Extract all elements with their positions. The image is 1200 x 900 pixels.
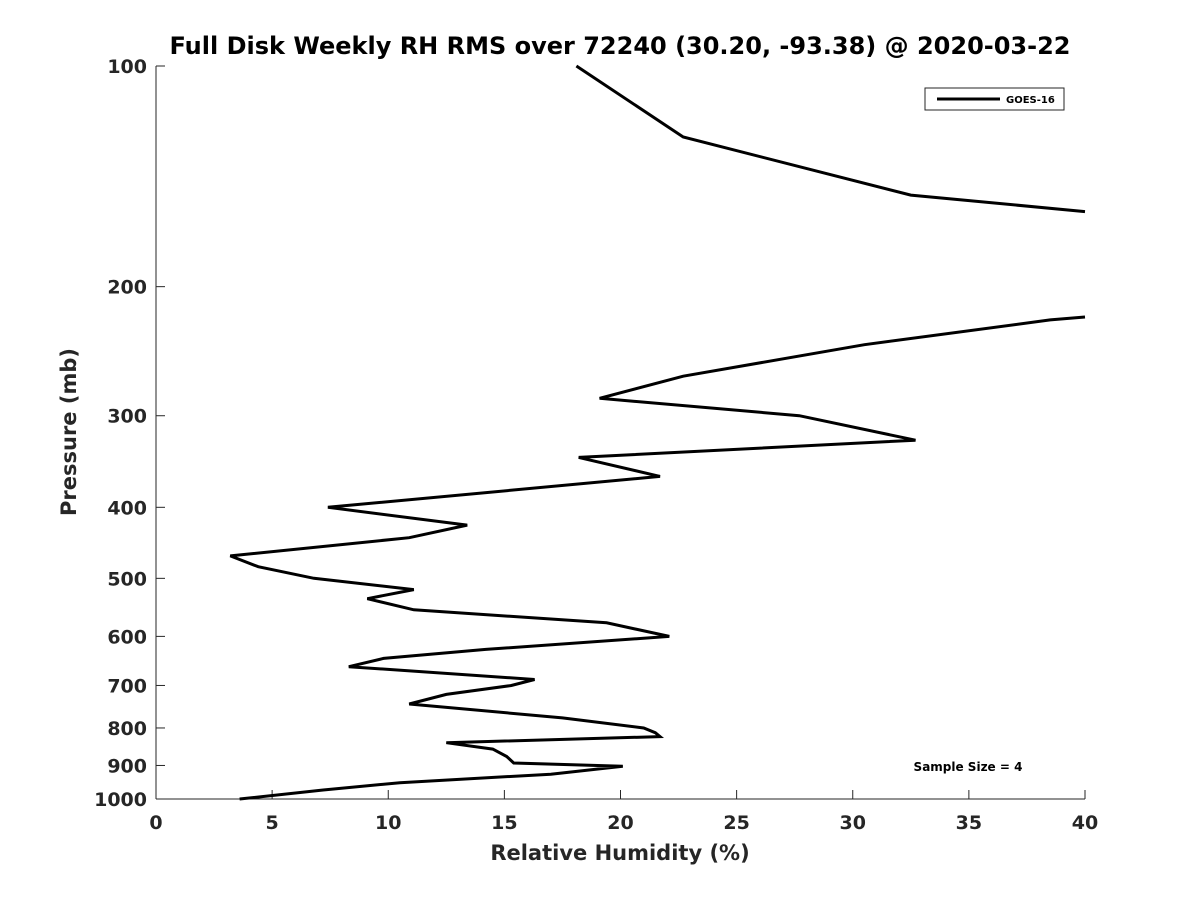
y-tick-label: 900 [107,755,147,777]
y-axis-label: Pressure (mb) [57,348,81,516]
x-axis-label: Relative Humidity (%) [490,841,749,865]
x-tick-label: 30 [840,812,866,834]
legend: GOES-16 [924,87,1065,111]
series-line-goes16 [229,315,1086,801]
x-tick-label: 5 [266,812,279,834]
y-tick-label: 800 [107,718,147,740]
y-axis-ticks: 100 200 300 400 500 600 700 800 900 1000 [94,56,165,811]
x-tick-label: 40 [1072,812,1098,834]
x-axis-ticks: 0 5 10 15 20 25 30 35 40 [149,790,1098,834]
sample-size-annotation: Sample Size = 4 [914,760,1023,774]
plot-lines [229,64,1086,801]
chart-title: Full Disk Weekly RH RMS over 72240 (30.2… [169,32,1070,60]
y-tick-label: 100 [107,56,147,78]
x-tick-label: 15 [491,812,517,834]
x-tick-label: 35 [956,812,982,834]
y-tick-label: 600 [107,626,147,648]
y-tick-label: 1000 [94,789,147,811]
y-tick-label: 500 [107,568,147,590]
y-tick-label: 700 [107,675,147,697]
x-tick-label: 20 [607,812,633,834]
series-line-goes16 [575,64,1086,214]
y-tick-label: 200 [107,277,147,299]
y-tick-label: 400 [107,497,147,519]
legend-label-goes16: GOES-16 [1006,95,1055,106]
x-tick-label: 0 [149,812,162,834]
x-tick-label: 25 [723,812,749,834]
x-tick-label: 10 [375,812,401,834]
y-tick-label: 300 [107,406,147,428]
